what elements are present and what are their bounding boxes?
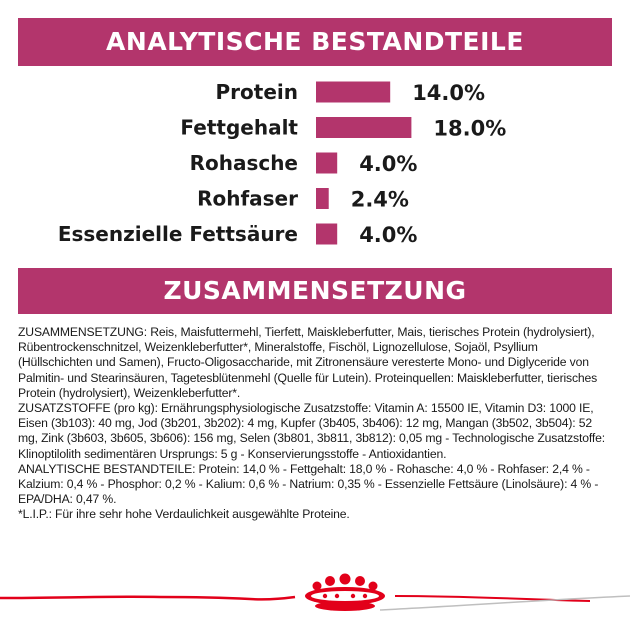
composition-paragraph-ingredients: ZUSAMMENSETZUNG: Reis, Maisfuttermehl, T… <box>18 325 598 400</box>
value-label: 4.0% <box>359 152 417 176</box>
section-title-composition: ZUSAMMENSETZUNG <box>18 268 612 314</box>
bar <box>316 81 391 103</box>
section-title-analysis: ANALYTISCHE BESTANDTEILE <box>18 18 612 66</box>
red-swoosh-line-right <box>394 595 591 602</box>
category-label: Fettgehalt <box>180 116 298 140</box>
grey-swoosh-line <box>379 595 630 611</box>
category-label: Rohasche <box>190 151 298 175</box>
crown-icon <box>305 573 385 611</box>
category-label: Rohfaser <box>197 187 298 211</box>
composition-paragraph-analysis: ANALYTISCHE BESTANDTEILE: Protein: 14,0 … <box>18 461 599 507</box>
category-label: Protein <box>216 80 298 104</box>
bar <box>316 188 329 209</box>
value-label: 14.0% <box>412 81 485 105</box>
composition-paragraph-footnote: *L.I.P.: Für ihre sehr hohe Verdaulichke… <box>18 507 350 522</box>
nutrient-bar-chart: Protein 14.0% Fettgehalt 18.0% Rohasche 4.0% R… <box>58 80 506 247</box>
bar <box>316 223 338 245</box>
category-label: Essenzielle Fettsäure <box>58 222 298 246</box>
footer-brand-band <box>0 573 630 611</box>
red-swoosh-line <box>0 595 296 601</box>
value-label: 4.0% <box>359 223 417 247</box>
value-label: 18.0% <box>433 117 506 141</box>
value-label: 2.4% <box>351 188 409 212</box>
bar <box>316 152 338 174</box>
composition-text: ZUSAMMENSETZUNG: Reis, Maisfuttermehl, T… <box>18 325 614 523</box>
bar <box>316 117 412 138</box>
composition-paragraph-additives: ZUSATZSTOFFE (pro kg): Ernährungsphysiol… <box>18 401 605 461</box>
